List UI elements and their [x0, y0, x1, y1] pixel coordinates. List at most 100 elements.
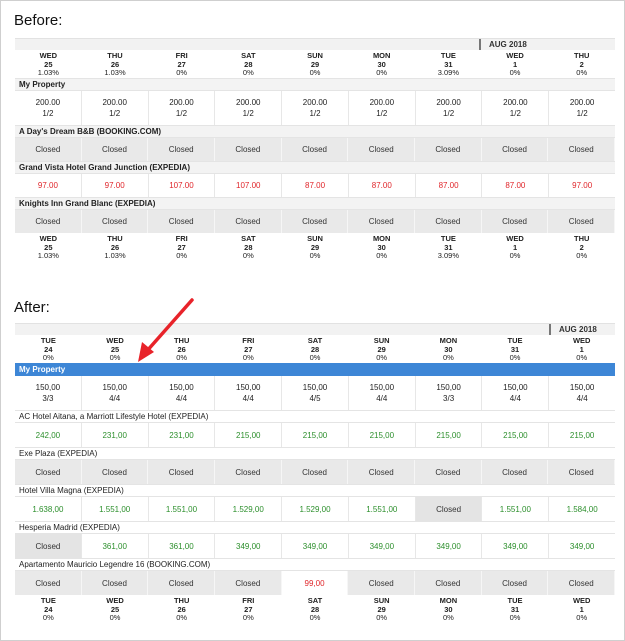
- competitor-rate-cell[interactable]: Closed: [415, 138, 482, 161]
- competitor-rate-cell[interactable]: 1.551,00: [482, 497, 550, 521]
- competitor-rate-cell[interactable]: 349,00: [349, 534, 416, 558]
- competitor-name-row[interactable]: Exe Plaza (EXPEDIA): [15, 447, 615, 460]
- rate-cell[interactable]: 150,00 4/5: [282, 376, 349, 410]
- property-row-my-property[interactable]: My Property: [15, 363, 615, 376]
- competitor-rate-cell[interactable]: 107.00: [149, 174, 216, 197]
- rate-cell[interactable]: 150,00 4/4: [149, 376, 216, 410]
- date-header-cell[interactable]: SUN 29 0%: [348, 335, 415, 363]
- date-header-cell[interactable]: THU 26 1.03%: [82, 233, 149, 261]
- competitor-rate-cell[interactable]: 97.00: [15, 174, 82, 197]
- competitor-rate-cell[interactable]: Closed: [415, 497, 483, 521]
- competitor-rate-cell[interactable]: 1.638,00: [15, 497, 82, 521]
- competitor-rate-cell[interactable]: 1.551,00: [149, 497, 216, 521]
- competitor-rate-cell[interactable]: 1.529,00: [215, 497, 283, 521]
- competitor-rate-cell[interactable]: Closed: [215, 571, 282, 595]
- date-header-cell[interactable]: TUE 31 0%: [482, 335, 549, 363]
- date-header-cell[interactable]: SAT 28 0%: [282, 335, 349, 363]
- competitor-rate-cell[interactable]: Closed: [415, 460, 482, 484]
- competitor-rate-cell[interactable]: Closed: [415, 210, 482, 233]
- date-header-cell[interactable]: FRI 27 0%: [148, 233, 215, 261]
- date-header-cell[interactable]: WED 1 0%: [482, 233, 549, 261]
- competitor-rate-cell[interactable]: 215,00: [416, 423, 483, 447]
- date-header-cell[interactable]: TUE 31 0%: [482, 595, 549, 623]
- competitor-rate-cell[interactable]: 349,00: [569, 541, 595, 551]
- competitor-rate-cell[interactable]: 1.529,00: [282, 497, 349, 521]
- date-header-cell[interactable]: FRI 27 0%: [148, 50, 215, 78]
- rate-cell[interactable]: 150,00 3/3: [15, 376, 82, 410]
- competitor-rate-cell[interactable]: Closed: [148, 460, 216, 484]
- property-row-my-property[interactable]: My Property: [15, 78, 615, 91]
- competitor-rate-cell[interactable]: 1.584,00: [566, 504, 598, 514]
- competitor-rate-cell[interactable]: Closed: [281, 138, 349, 161]
- competitor-rate-cell[interactable]: Closed: [548, 138, 616, 161]
- competitor-rate-cell[interactable]: Closed: [481, 210, 549, 233]
- competitor-rate-cell[interactable]: Closed: [415, 571, 482, 595]
- date-header-cell[interactable]: SUN 29 0%: [282, 50, 349, 78]
- competitor-rate-cell[interactable]: Closed: [215, 210, 282, 233]
- competitor-rate-cell[interactable]: 97.00: [572, 181, 593, 190]
- competitor-rate-cell[interactable]: 215,00: [482, 423, 550, 447]
- date-header-cell[interactable]: SUN 29 0%: [348, 595, 415, 623]
- competitor-rate-cell[interactable]: Closed: [348, 571, 416, 595]
- competitor-rate-cell[interactable]: 99,00: [281, 571, 349, 595]
- competitor-rate-cell[interactable]: Closed: [281, 460, 349, 484]
- competitor-rate-cell[interactable]: Closed: [15, 571, 82, 595]
- date-header-cell[interactable]: WED 25 1.03%: [15, 233, 82, 261]
- rate-cell[interactable]: 150,00 4/4: [482, 376, 550, 410]
- competitor-rate-cell[interactable]: 349,00: [416, 534, 483, 558]
- competitor-rate-cell[interactable]: Closed: [15, 534, 82, 558]
- rate-cell[interactable]: 200.00 1/2: [82, 91, 149, 125]
- rate-cell[interactable]: 150,00 4/4: [215, 376, 283, 410]
- competitor-rate-cell[interactable]: 97.00: [82, 174, 149, 197]
- date-header-cell[interactable]: FRI 27 0%: [215, 335, 282, 363]
- competitor-rate-cell[interactable]: Closed: [81, 460, 149, 484]
- date-header-cell[interactable]: TUE 24 0%: [15, 335, 82, 363]
- competitor-rate-cell[interactable]: 215,00: [569, 430, 595, 440]
- date-header-cell[interactable]: FRI 27 0%: [215, 595, 282, 623]
- competitor-rate-cell[interactable]: 87.00: [282, 174, 349, 197]
- date-header-cell[interactable]: MON 30 0%: [415, 595, 482, 623]
- competitor-rate-cell[interactable]: 87.00: [416, 174, 483, 197]
- competitor-rate-cell[interactable]: 215,00: [215, 423, 283, 447]
- competitor-rate-cell[interactable]: Closed: [15, 460, 82, 484]
- competitor-name-row[interactable]: AC Hotel Aitana, a Marriott Lifestyle Ho…: [15, 410, 615, 423]
- competitor-rate-cell[interactable]: Closed: [15, 138, 82, 161]
- competitor-name-row[interactable]: Knights Inn Grand Blanc (EXPEDIA): [15, 197, 615, 210]
- competitor-rate-cell[interactable]: Closed: [481, 460, 549, 484]
- competitor-rate-cell[interactable]: Closed: [81, 138, 149, 161]
- competitor-rate-cell[interactable]: Closed: [481, 571, 549, 595]
- rate-cell[interactable]: 200.00 1/2: [282, 91, 349, 125]
- competitor-rate-cell[interactable]: Closed: [348, 460, 416, 484]
- competitor-rate-cell[interactable]: 87.00: [482, 174, 550, 197]
- competitor-rate-cell[interactable]: 349,00: [482, 534, 550, 558]
- competitor-rate-cell[interactable]: 215,00: [349, 423, 416, 447]
- rate-cell[interactable]: 150,00 4/4: [549, 376, 615, 410]
- date-header-cell[interactable]: WED 1 0%: [548, 595, 615, 623]
- rate-cell[interactable]: 200.00 1/2: [149, 91, 216, 125]
- date-header-cell[interactable]: TUE 31 3.09%: [415, 233, 482, 261]
- date-header-cell[interactable]: WED 1 0%: [482, 50, 549, 78]
- competitor-rate-cell[interactable]: 1.551,00: [82, 497, 149, 521]
- date-header-cell[interactable]: SAT 28 0%: [215, 233, 282, 261]
- date-header-cell[interactable]: THU 2 0%: [548, 233, 615, 261]
- competitor-rate-cell[interactable]: Closed: [481, 138, 549, 161]
- competitor-rate-cell[interactable]: Closed: [81, 210, 149, 233]
- competitor-rate-cell[interactable]: 1.551,00: [349, 497, 416, 521]
- rate-cell[interactable]: 200.00 1/2: [549, 91, 615, 125]
- competitor-rate-cell[interactable]: Closed: [148, 571, 216, 595]
- competitor-rate-cell[interactable]: Closed: [215, 460, 282, 484]
- rate-cell[interactable]: 200.00 1/2: [15, 91, 82, 125]
- competitor-rate-cell[interactable]: 349,00: [282, 534, 349, 558]
- rate-cell[interactable]: 200.00 1/2: [416, 91, 483, 125]
- competitor-rate-cell[interactable]: 231,00: [82, 423, 149, 447]
- competitor-rate-cell[interactable]: 242,00: [15, 423, 82, 447]
- competitor-rate-cell[interactable]: 107.00: [215, 174, 283, 197]
- date-header-cell[interactable]: THU 26 0%: [148, 595, 215, 623]
- competitor-rate-cell[interactable]: Closed: [81, 571, 149, 595]
- date-header-cell[interactable]: SUN 29 0%: [282, 233, 349, 261]
- competitor-rate-cell[interactable]: Closed: [548, 571, 616, 595]
- competitor-rate-cell[interactable]: Closed: [148, 138, 216, 161]
- competitor-name-row[interactable]: Hesperia Madrid (EXPEDIA): [15, 521, 615, 534]
- rate-cell[interactable]: 150,00 4/4: [82, 376, 149, 410]
- competitor-rate-cell[interactable]: 231,00: [149, 423, 216, 447]
